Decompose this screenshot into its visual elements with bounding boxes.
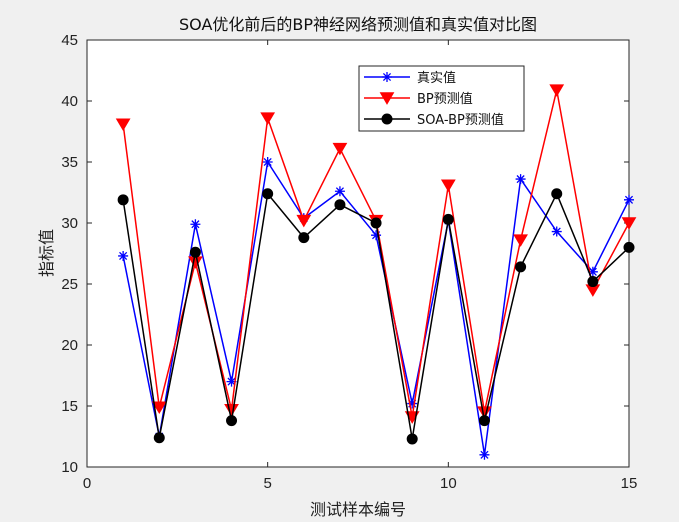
y-tick-label: 40 bbox=[61, 93, 78, 110]
x-axis-label: 测试样本编号 bbox=[310, 500, 406, 519]
plot-area bbox=[87, 40, 629, 467]
data-point bbox=[516, 174, 526, 184]
data-point bbox=[118, 251, 128, 261]
data-point bbox=[516, 262, 526, 272]
y-tick-label: 15 bbox=[61, 398, 78, 415]
data-point bbox=[154, 433, 164, 443]
data-point bbox=[263, 189, 273, 199]
y-tick-label: 10 bbox=[61, 459, 78, 476]
legend-marker bbox=[382, 114, 392, 124]
data-point bbox=[624, 195, 634, 205]
legend-label: BP预测值 bbox=[417, 91, 473, 107]
y-tick-label: 45 bbox=[61, 32, 78, 49]
legend-label: SOA-BP预测值 bbox=[417, 112, 504, 128]
data-point bbox=[479, 416, 489, 426]
data-point bbox=[624, 242, 634, 252]
data-point bbox=[190, 247, 200, 257]
data-point bbox=[335, 186, 345, 196]
chart-title: SOA优化前后的BP神经网络预测值和真实值对比图 bbox=[179, 15, 537, 34]
legend-marker bbox=[382, 72, 392, 82]
data-point bbox=[118, 195, 128, 205]
data-point bbox=[552, 189, 562, 199]
data-point bbox=[263, 157, 273, 167]
legend-label: 真实值 bbox=[417, 70, 456, 86]
data-point bbox=[479, 450, 489, 460]
y-tick-label: 20 bbox=[61, 337, 78, 354]
data-point bbox=[227, 416, 237, 426]
x-tick-label: 5 bbox=[263, 475, 271, 492]
y-tick-label: 30 bbox=[61, 215, 78, 232]
x-tick-label: 0 bbox=[83, 475, 91, 492]
data-point bbox=[407, 434, 417, 444]
x-tick-label: 15 bbox=[621, 475, 638, 492]
x-tick-label: 10 bbox=[440, 475, 457, 492]
data-point bbox=[371, 218, 381, 228]
y-tick-label: 25 bbox=[61, 276, 78, 293]
y-axis-label: 指标值 bbox=[37, 229, 56, 277]
data-point bbox=[190, 219, 200, 229]
data-point bbox=[552, 227, 562, 237]
data-point bbox=[335, 200, 345, 210]
legend: 真实值 BP预测值 SOA-BP预测值 bbox=[359, 66, 524, 131]
data-point bbox=[588, 277, 598, 287]
y-tick-label: 35 bbox=[61, 154, 78, 171]
data-point bbox=[443, 214, 453, 224]
data-point bbox=[299, 233, 309, 243]
